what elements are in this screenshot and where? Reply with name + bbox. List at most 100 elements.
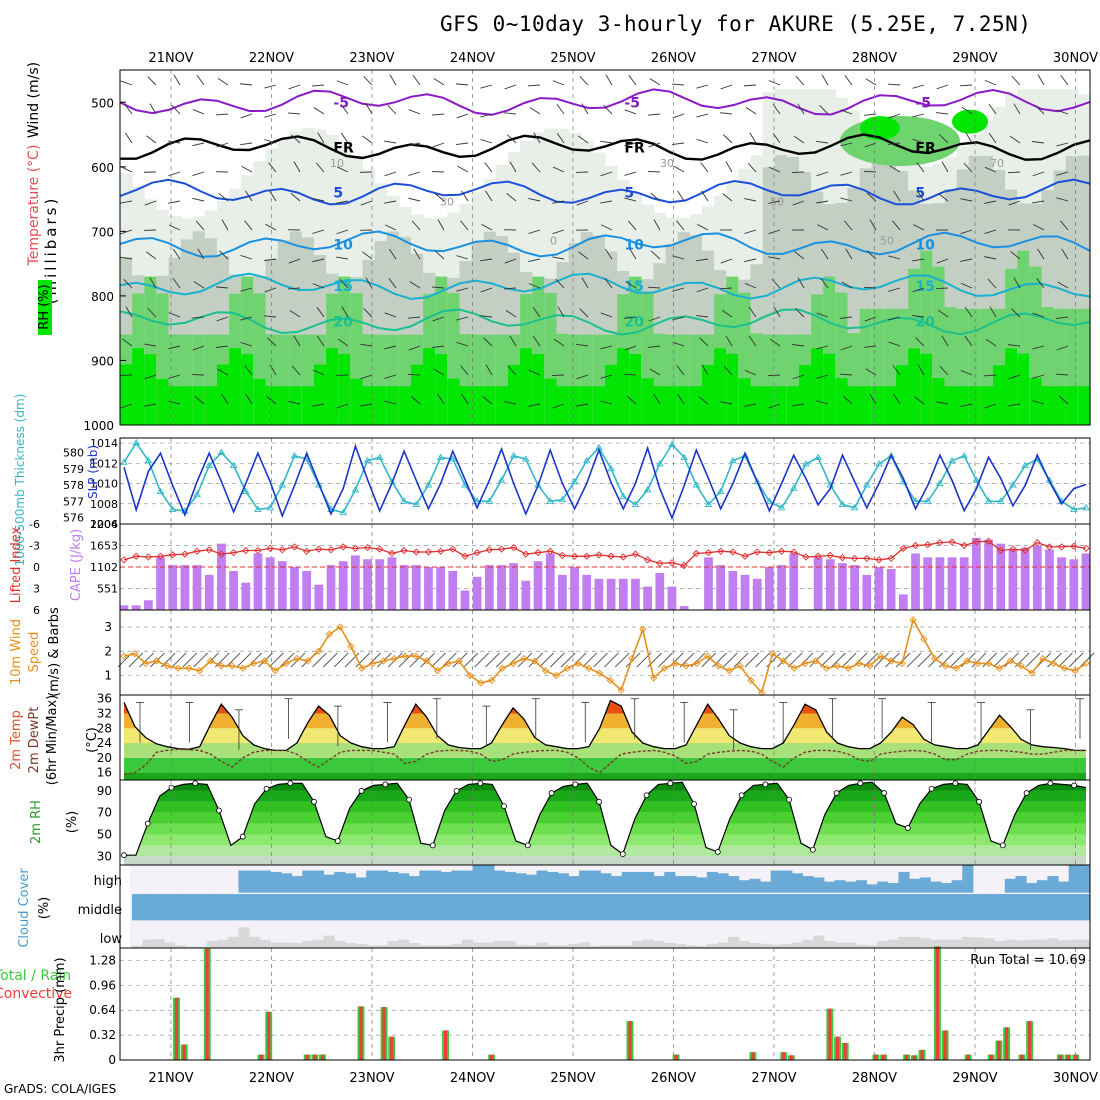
wind-barb [960, 229, 973, 235]
wind-speed-point [455, 657, 463, 665]
rh-shade-95 [156, 379, 170, 425]
wind-barb [360, 200, 373, 206]
rh-line [124, 781, 1087, 856]
bottom-date-label: 26NOV [651, 1071, 696, 1086]
cloud-middle-bar [312, 894, 325, 921]
wind-barb [144, 200, 157, 206]
slp-tick-label: 1014 [90, 437, 118, 450]
wind-speed-point [941, 662, 950, 670]
rh-shade-95 [386, 386, 400, 425]
wind-barb [552, 403, 565, 409]
lifted-index-axis-label: Lifted Index [9, 526, 24, 603]
wind-barb [581, 103, 589, 115]
cloud-low-bar [674, 943, 687, 948]
surface-wind-barb [560, 652, 576, 668]
wind-barb [264, 287, 277, 293]
cloud-middle-bar [1058, 894, 1070, 921]
cloud-middle-bar [249, 894, 261, 921]
cape-bar [1081, 553, 1091, 610]
wind-barb [1032, 312, 1045, 318]
pressure-tick-label: 500 [91, 96, 114, 110]
cloud-high-bar [791, 873, 804, 893]
cloud-low-bar [153, 939, 165, 948]
lifted-index-point [169, 551, 177, 559]
cloud-low-bar [621, 945, 633, 948]
wind-barb [412, 75, 421, 86]
surface-wind-barb [323, 652, 338, 668]
wind-barb [528, 403, 541, 407]
isotherm-label: 10 [915, 237, 935, 253]
wind-barb [624, 345, 637, 351]
top-date-label: 21NOV [148, 51, 193, 66]
cape-bar [704, 557, 713, 610]
wind-barb [840, 171, 853, 176]
cloud-middle-bar [430, 894, 442, 921]
lifted-index-point [229, 549, 238, 557]
wind-barb [408, 109, 421, 115]
cape-bar [1045, 549, 1054, 610]
wind-barb [771, 278, 781, 289]
wind-speed-point [995, 664, 1004, 672]
cape-bar [363, 559, 372, 610]
wind-speed-point [466, 671, 474, 680]
rh-shade-95 [277, 386, 291, 425]
isotherm-label: 5 [624, 186, 634, 202]
cape-bar [643, 586, 652, 610]
cloud-low-bar [642, 939, 655, 948]
lifted-index-point [643, 556, 652, 564]
rh-shade-95 [908, 348, 921, 425]
wind-barb [192, 109, 205, 115]
cape-bar [387, 557, 397, 610]
precip-convective-bar [1028, 1021, 1032, 1060]
cloud-low-bar [1026, 939, 1038, 948]
cloud-low-bar [238, 927, 250, 948]
cloud-middle-bar [951, 894, 963, 921]
precip-convective-bar [490, 1054, 494, 1060]
wind-barb [696, 258, 709, 262]
cape-bar [290, 567, 299, 610]
cloud-low-bar [760, 943, 772, 948]
bottom-date-label: 27NOV [751, 1071, 796, 1086]
cloud-high-bar [515, 873, 527, 893]
cloud-middle-bar [685, 894, 697, 921]
lifted-index-point [156, 552, 165, 560]
rh-shade-95 [301, 386, 315, 425]
cloud-high-bar [1036, 880, 1048, 893]
surface-wind-barb [939, 652, 954, 668]
wind-barb [892, 365, 901, 376]
temp-band [124, 772, 1086, 780]
cloud-low-bar [536, 942, 548, 948]
lifted-index-point [887, 554, 895, 563]
cloud-high-bar [344, 873, 357, 893]
thickness-tick-label: 578 [63, 479, 84, 492]
cloud-high-bar [472, 865, 484, 893]
wind-barb [624, 109, 637, 115]
cape-bar [765, 567, 774, 610]
cloud-high-bar [504, 871, 516, 893]
cloud-high-bar [802, 876, 814, 893]
wind-speed-point [812, 657, 820, 665]
cloud-high-bar [281, 873, 293, 893]
wind-speed-point [541, 667, 550, 675]
wind-barb [696, 287, 709, 293]
cloud-middle-bar [579, 894, 591, 921]
slp-tick-label: 1008 [90, 498, 118, 511]
cape-bar [631, 578, 640, 610]
wind-barb [408, 142, 421, 147]
cloud-low-bar [408, 943, 420, 948]
cloud-low-bar [174, 945, 186, 948]
wind-speed-point [1039, 654, 1047, 663]
rh-legend-label: RH (%) [37, 284, 52, 329]
wind-barb [984, 256, 997, 260]
cape-bar [1069, 559, 1079, 610]
wind-barb [939, 134, 949, 144]
wind-barb [745, 106, 757, 115]
cape-bar [972, 537, 981, 610]
wind-barb [433, 368, 445, 376]
surface-wind-barb [1047, 652, 1062, 668]
cloud-high-bar [430, 870, 442, 893]
wind-barb [144, 374, 157, 380]
cloud-middle-bar [909, 894, 921, 921]
cloud-high-bar [919, 877, 931, 893]
cloud-low-bar [206, 941, 218, 948]
